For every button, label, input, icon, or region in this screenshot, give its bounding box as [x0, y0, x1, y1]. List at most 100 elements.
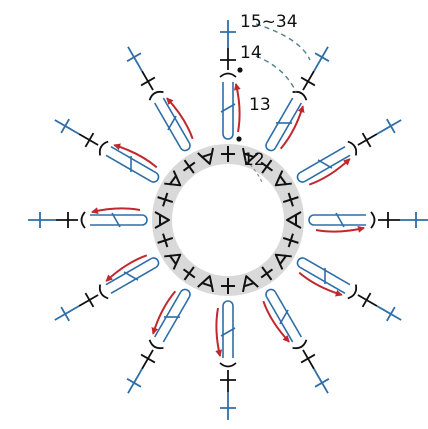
increase-v-icon — [274, 170, 292, 187]
spoke — [296, 118, 402, 186]
label-round-14: 14 — [240, 43, 262, 63]
single-crochet-cross-icon — [220, 392, 236, 420]
label-rounds-15-34: 15~34 — [240, 12, 298, 32]
spoke — [262, 288, 330, 394]
double-crochet-icon — [153, 291, 191, 343]
single-crochet-cross-icon — [221, 146, 235, 162]
single-crochet-cross-icon — [56, 212, 78, 228]
chain-stitch-ring-icon — [148, 90, 164, 101]
chain-stitch-ring-icon — [347, 284, 358, 300]
single-crochet-cross-icon — [220, 48, 236, 70]
spoke — [54, 254, 160, 322]
direction-arrow-icon — [308, 158, 351, 186]
increase-v-icon — [241, 275, 259, 293]
double-crochet-icon — [265, 291, 303, 343]
single-crochet-cross-icon — [54, 118, 80, 135]
single-crochet-cross-icon — [313, 368, 330, 394]
spoke — [126, 46, 194, 152]
spoke — [54, 118, 160, 183]
single-crochet-cross-icon — [78, 132, 99, 148]
direction-arrow-icon — [279, 105, 305, 150]
direction-arrow-icon — [105, 254, 148, 282]
label-round-13: 13 — [249, 95, 271, 115]
direction-arrow-icon — [315, 225, 365, 233]
single-crochet-cross-icon — [221, 278, 235, 294]
single-crochet-cross-icon — [282, 233, 299, 248]
single-crochet-cross-icon — [376, 305, 402, 322]
single-crochet-cross-icon — [182, 159, 196, 174]
chain-stitch-ring-icon — [98, 140, 109, 156]
single-crochet-cross-icon — [220, 20, 236, 48]
increase-v-icon — [241, 147, 259, 165]
double-crochet-icon — [153, 97, 191, 149]
spoke — [296, 257, 402, 322]
direction-arrow-icon — [113, 143, 158, 169]
dashed-guide-line-inner — [255, 55, 297, 93]
spokes — [28, 20, 428, 420]
spoke — [215, 300, 237, 420]
single-crochet-cross-icon — [400, 212, 428, 228]
double-crochet-icon — [299, 257, 351, 295]
double-crochet-icon — [90, 214, 142, 226]
single-crochet-cross-icon — [140, 349, 156, 370]
single-crochet-cross-icon — [300, 349, 316, 370]
single-crochet-cross-icon — [140, 70, 156, 91]
single-crochet-cross-icon — [28, 212, 56, 228]
direction-arrow-icon — [151, 290, 177, 335]
direction-arrow-icon — [91, 207, 141, 215]
chain-stitch-ring-icon — [370, 211, 376, 229]
direction-arrow-icon — [215, 307, 223, 357]
ring-stitches — [154, 146, 302, 294]
foundation-ring — [152, 144, 304, 296]
single-crochet-cross-icon — [220, 370, 236, 392]
spoke — [265, 46, 330, 152]
direction-arrow-icon — [233, 83, 241, 133]
single-crochet-cross-icon — [260, 159, 274, 174]
single-crochet-cross-icon — [378, 212, 400, 228]
double-crochet-icon — [105, 145, 157, 183]
chain-stitch-ring-icon — [292, 339, 308, 350]
double-crochet-icon — [265, 97, 303, 149]
chain-stitch-ring-icon — [219, 362, 237, 368]
double-crochet-icon — [314, 214, 366, 226]
single-crochet-cross-icon — [313, 46, 330, 72]
dashed-guide-line-outer — [255, 23, 311, 61]
single-crochet-cross-icon — [54, 305, 80, 322]
spoke — [28, 207, 148, 229]
increase-v-icon — [286, 211, 302, 229]
chain-stitch-ring-icon — [148, 339, 164, 350]
single-crochet-cross-icon — [376, 118, 402, 135]
single-crochet-cross-icon — [357, 132, 378, 148]
increase-v-icon — [164, 170, 182, 187]
double-crochet-icon — [105, 257, 157, 295]
chain-stitch-ring-icon — [80, 211, 86, 229]
single-crochet-cross-icon — [260, 266, 274, 281]
single-crochet-cross-icon — [182, 266, 196, 281]
dashed-guide-line-12 — [245, 159, 263, 183]
increase-v-icon — [154, 211, 170, 229]
single-crochet-cross-icon — [126, 368, 143, 394]
chain-stitch-ring-icon — [219, 72, 237, 78]
double-crochet-icon — [222, 82, 234, 134]
marker-dot — [237, 67, 243, 73]
single-crochet-cross-icon — [300, 70, 316, 91]
single-crochet-cross-icon — [282, 192, 299, 207]
chain-stitch-ring-icon — [292, 90, 308, 101]
direction-arrow-icon — [298, 271, 343, 297]
label-round-12: 12 — [243, 150, 265, 170]
marker-dot — [236, 136, 242, 142]
increase-v-icon — [164, 253, 182, 270]
single-crochet-cross-icon — [357, 292, 378, 308]
spoke — [308, 211, 428, 233]
double-crochet-icon — [299, 145, 351, 183]
single-crochet-cross-icon — [157, 192, 174, 207]
single-crochet-cross-icon — [157, 233, 174, 248]
chain-stitch-ring-icon — [98, 284, 109, 300]
direction-arrow-icon — [262, 300, 290, 343]
spoke — [219, 20, 241, 140]
increase-v-icon — [197, 147, 215, 165]
single-crochet-cross-icon — [126, 46, 143, 72]
single-crochet-cross-icon — [78, 292, 99, 308]
